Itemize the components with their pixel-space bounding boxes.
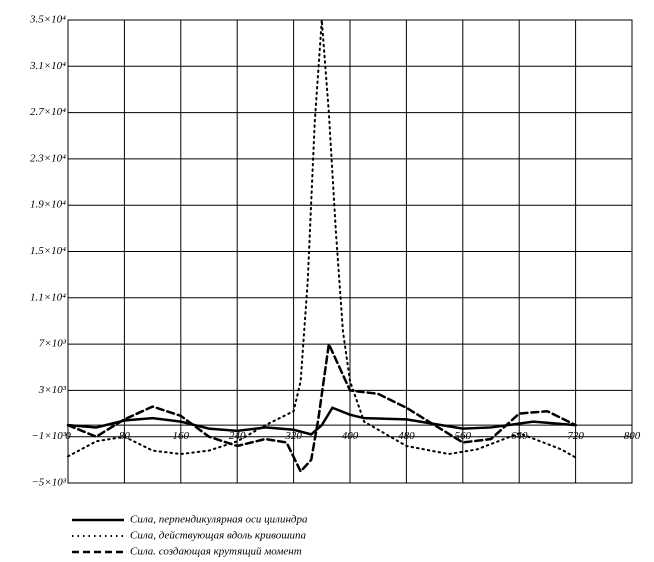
x-tick-label: 160: [173, 430, 190, 442]
x-tick-label: 800: [624, 430, 641, 442]
x-tick-label: 480: [398, 430, 415, 442]
x-tick-label: 320: [284, 430, 302, 442]
y-tick-label: 1.9×10⁴: [30, 199, 66, 211]
y-tick-label: −5×10³: [31, 477, 66, 489]
y-tick-label: 1.1×10⁴: [30, 291, 66, 303]
series-line: [67, 19, 577, 459]
y-tick-label: 2.7×10⁴: [30, 106, 66, 118]
y-tick-label: 1.5×10⁴: [30, 245, 66, 257]
x-tick-label: 720: [567, 430, 584, 442]
y-tick-label: 3.1×10⁴: [29, 60, 66, 72]
x-tick-label: 640: [511, 430, 528, 442]
y-tick-label: 3×10³: [38, 384, 67, 396]
y-tick-label: 2.3×10⁴: [30, 152, 66, 164]
series-line: [66, 339, 577, 474]
legend-label: Сила. создающая крутящий момент: [130, 546, 302, 558]
legend-label: Сила, действующая вдоль кривошипа: [130, 530, 307, 542]
x-tick-label: 0: [65, 430, 71, 442]
legend-label: Сила, перпендикулярная оси цилиндра: [130, 514, 308, 526]
y-tick-label: −1×10³: [31, 430, 66, 442]
y-tick-label: 7×10³: [39, 338, 67, 350]
x-tick-label: 400: [342, 430, 359, 442]
series-line: [66, 406, 577, 436]
y-tick-label: 3.5×10⁴: [29, 14, 66, 26]
